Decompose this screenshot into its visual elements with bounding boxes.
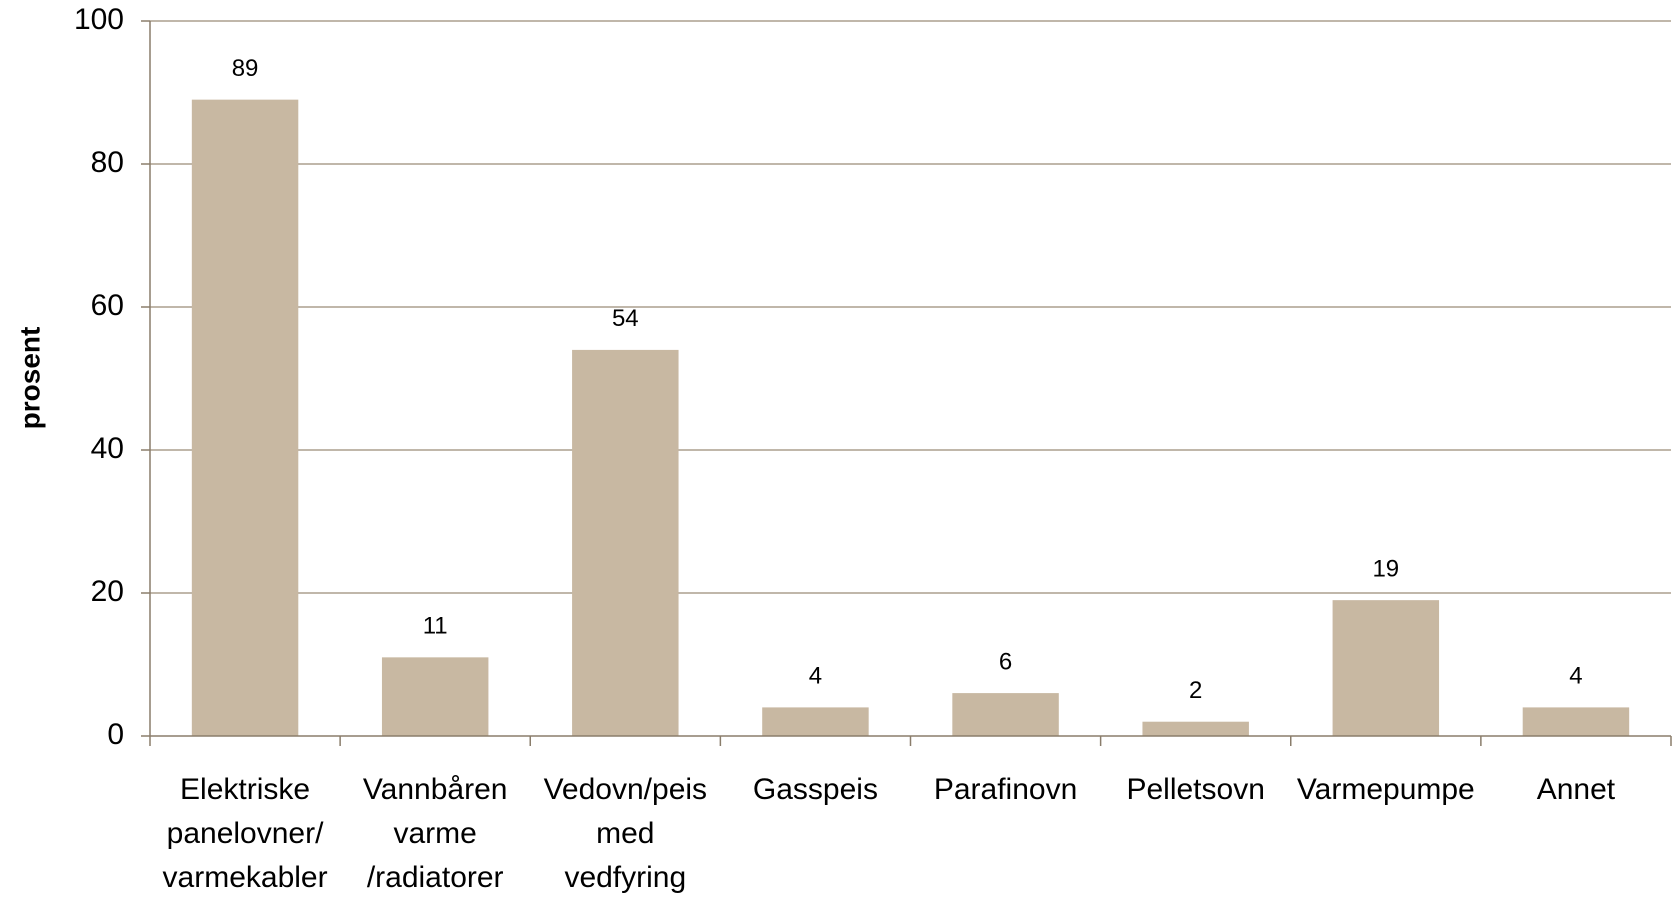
- value-label: 89: [232, 55, 259, 82]
- y-tick-label: 20: [91, 575, 124, 608]
- value-label: 4: [1569, 663, 1582, 690]
- x-tick-label: Parafinovn: [934, 773, 1077, 806]
- y-tick-label: 100: [74, 3, 124, 36]
- bar: [1522, 707, 1630, 736]
- y-tick-label: 0: [107, 718, 124, 751]
- y-tick-label: 60: [91, 289, 124, 322]
- bar: [572, 349, 679, 736]
- bar: [1142, 721, 1249, 736]
- x-tick-label: Elektriske panelovner/varmekabler: [163, 773, 328, 894]
- value-label: 4: [809, 663, 822, 690]
- y-axis-label: prosent: [14, 327, 45, 430]
- x-tick-label: Pelletsovn: [1126, 773, 1264, 806]
- value-label: 6: [999, 648, 1012, 675]
- value-label: 2: [1189, 677, 1202, 704]
- bar: [191, 99, 299, 736]
- x-tick-label: Vannbåren varme/radiatorer: [363, 773, 508, 894]
- x-tick-label: Annet: [1537, 773, 1616, 806]
- x-tick-label: Vedovn/peis med vedfyring: [544, 773, 707, 894]
- bar: [1332, 600, 1440, 736]
- y-tick-label: 80: [91, 146, 124, 179]
- bar: [381, 657, 489, 736]
- y-tick-label: 40: [91, 432, 124, 465]
- x-tick-label: Gasspeis: [753, 773, 878, 806]
- value-label: 19: [1372, 555, 1399, 582]
- value-label: 54: [612, 305, 639, 332]
- bar: [952, 693, 1059, 736]
- x-tick-label: Varmepumpe: [1297, 773, 1475, 806]
- value-label: 11: [423, 613, 448, 640]
- bar: [762, 707, 869, 736]
